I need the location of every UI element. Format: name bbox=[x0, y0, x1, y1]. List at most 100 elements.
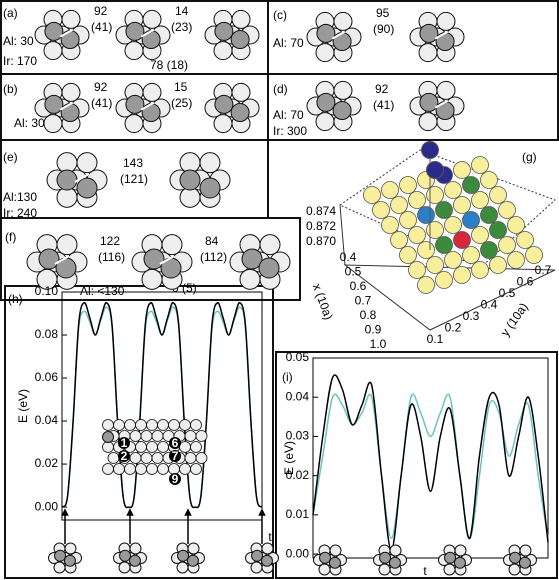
panel-frame bbox=[4, 285, 274, 579]
cluster bbox=[26, 234, 88, 290]
inset-adatom bbox=[102, 431, 114, 443]
adatom bbox=[319, 551, 332, 564]
ball bbox=[408, 191, 426, 209]
atom bbox=[318, 563, 331, 576]
panel-text: 15 bbox=[174, 80, 188, 94]
cluster bbox=[204, 9, 260, 61]
x-tick-label: 0.4 bbox=[340, 250, 357, 264]
atom bbox=[64, 542, 77, 555]
panel-text: (112) bbox=[200, 250, 227, 264]
y-tick-label: 0.3 bbox=[463, 309, 480, 323]
panel-text: (e) bbox=[3, 150, 18, 164]
inset-atom bbox=[113, 463, 125, 475]
ball bbox=[471, 156, 489, 174]
panel-label: (g) bbox=[522, 150, 537, 164]
atom bbox=[519, 544, 532, 557]
path-arrow bbox=[159, 255, 175, 265]
adatom bbox=[332, 32, 352, 51]
adatom bbox=[177, 549, 190, 562]
cluster bbox=[48, 542, 82, 574]
inset-atom bbox=[157, 441, 169, 453]
ball bbox=[421, 141, 439, 159]
panel-text: 92 bbox=[94, 80, 108, 94]
cluster bbox=[373, 544, 407, 576]
adatom bbox=[125, 21, 145, 41]
atom bbox=[56, 234, 78, 256]
adatom bbox=[214, 21, 234, 41]
y-tick-label: 0.00 bbox=[286, 546, 310, 560]
energy-curve bbox=[61, 302, 263, 509]
ball bbox=[426, 161, 444, 179]
adatom bbox=[453, 556, 466, 569]
atom bbox=[315, 43, 335, 63]
ball bbox=[399, 211, 417, 229]
panel-text: (d) bbox=[273, 82, 288, 96]
panel-text: 78 (18) bbox=[150, 58, 188, 72]
panel-text: 95 bbox=[376, 6, 390, 20]
inset-atom bbox=[168, 419, 180, 431]
adatom bbox=[44, 94, 64, 114]
x-axis-title: t bbox=[268, 530, 272, 544]
path-arrow bbox=[140, 101, 155, 111]
panel-text: (c) bbox=[273, 8, 287, 22]
plot-area bbox=[312, 357, 549, 559]
adatom bbox=[509, 551, 522, 564]
atom bbox=[436, 11, 456, 31]
ball bbox=[381, 181, 399, 199]
adatom bbox=[60, 30, 80, 49]
cluster bbox=[169, 152, 231, 208]
panel-text: (b) bbox=[3, 82, 18, 96]
adatom bbox=[141, 30, 161, 49]
atom bbox=[161, 234, 183, 256]
panel-text: (f) bbox=[5, 230, 16, 244]
atom bbox=[329, 544, 342, 557]
adatom bbox=[435, 32, 455, 51]
cluster bbox=[503, 544, 537, 576]
x-tick-label: 0.7 bbox=[355, 294, 372, 308]
adatom bbox=[260, 554, 273, 567]
panel-frame bbox=[0, 217, 301, 301]
inset-atom bbox=[129, 452, 142, 464]
panel-text: (116) bbox=[98, 250, 125, 264]
panel-text: (25) bbox=[171, 96, 192, 110]
ball bbox=[489, 186, 507, 204]
inset-marker bbox=[169, 437, 181, 449]
ball bbox=[480, 171, 498, 189]
adatom bbox=[332, 101, 352, 120]
x-tick-label: 0.6 bbox=[350, 279, 367, 293]
ball bbox=[453, 266, 471, 284]
adatom bbox=[388, 556, 401, 569]
panel-text: 84 bbox=[205, 234, 219, 248]
ball bbox=[372, 201, 390, 219]
cluster bbox=[115, 82, 171, 134]
panel-text: Al: 30 bbox=[14, 116, 45, 130]
ball bbox=[471, 226, 489, 244]
atom bbox=[142, 9, 162, 29]
ball bbox=[462, 176, 480, 194]
adatom bbox=[119, 549, 132, 562]
cluster bbox=[313, 544, 347, 576]
adatom bbox=[419, 23, 439, 43]
atom bbox=[378, 563, 391, 576]
atom bbox=[53, 561, 66, 574]
inset-atom bbox=[124, 419, 136, 431]
cluster bbox=[34, 82, 90, 134]
adatom bbox=[419, 92, 439, 112]
atom bbox=[43, 41, 63, 61]
atom bbox=[176, 561, 189, 574]
inset-atom bbox=[190, 441, 202, 453]
plot-box bbox=[339, 204, 346, 266]
y-axis-title: E (eV) bbox=[282, 441, 296, 475]
ball bbox=[462, 246, 480, 264]
panel-frame bbox=[267, 73, 559, 141]
cluster bbox=[46, 152, 108, 208]
ball bbox=[480, 206, 498, 224]
panel-text: (41) bbox=[373, 98, 394, 112]
inset-atom bbox=[107, 452, 120, 464]
y-tick-label: 0.04 bbox=[286, 389, 310, 403]
panel-text: Al: <130 bbox=[80, 284, 125, 298]
y-tick-label: 0.10 bbox=[35, 284, 59, 298]
panel-text: 122 bbox=[100, 234, 120, 248]
adatom bbox=[54, 549, 67, 562]
